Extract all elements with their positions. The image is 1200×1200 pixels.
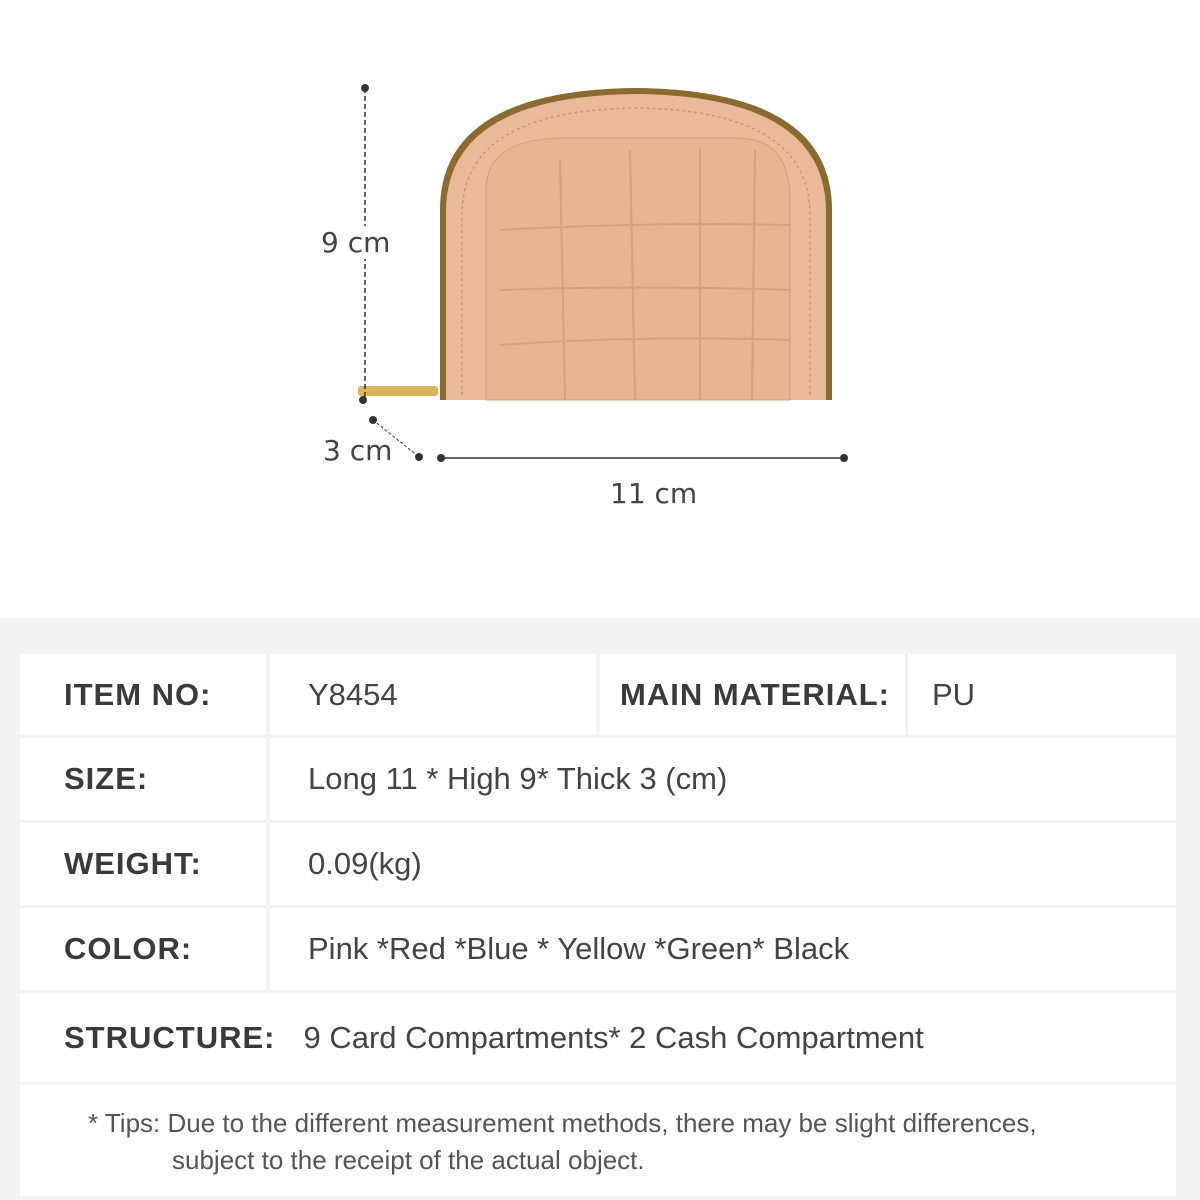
item-no-value: Y8454 bbox=[270, 654, 596, 735]
tips-note: * Tips: Due to the different measurement… bbox=[20, 1085, 1176, 1196]
structure-label: STRUCTURE: bbox=[64, 1019, 276, 1055]
weight-value: 0.09(kg) bbox=[270, 823, 1176, 905]
thickness-dimension-line bbox=[369, 416, 423, 461]
material-label: MAIN MATERIAL: bbox=[600, 654, 905, 735]
length-label: 11 cm bbox=[610, 477, 698, 510]
tips-line-1: * Tips: Due to the different measurement… bbox=[88, 1108, 1037, 1138]
height-label: 9 cm bbox=[321, 226, 391, 259]
structure-row: STRUCTURE: 9 Card Compartments* 2 Cash C… bbox=[20, 993, 1176, 1082]
size-value: Long 11 * High 9* Thick 3 (cm) bbox=[270, 738, 1176, 820]
item-no-label: ITEM NO: bbox=[20, 654, 266, 735]
material-value: PU bbox=[908, 654, 1176, 735]
thickness-label: 3 cm bbox=[323, 434, 393, 467]
size-label: SIZE: bbox=[20, 738, 266, 820]
weight-label: WEIGHT: bbox=[20, 823, 266, 905]
length-dimension-line bbox=[437, 454, 848, 462]
structure-value: 9 Card Compartments* 2 Cash Compartment bbox=[303, 1019, 924, 1055]
tips-line-2: subject to the receipt of the actual obj… bbox=[172, 1145, 645, 1175]
color-label: COLOR: bbox=[20, 908, 266, 990]
color-value: Pink *Red *Blue * Yellow *Green* Black bbox=[270, 908, 1176, 990]
wallet-image bbox=[358, 84, 848, 462]
